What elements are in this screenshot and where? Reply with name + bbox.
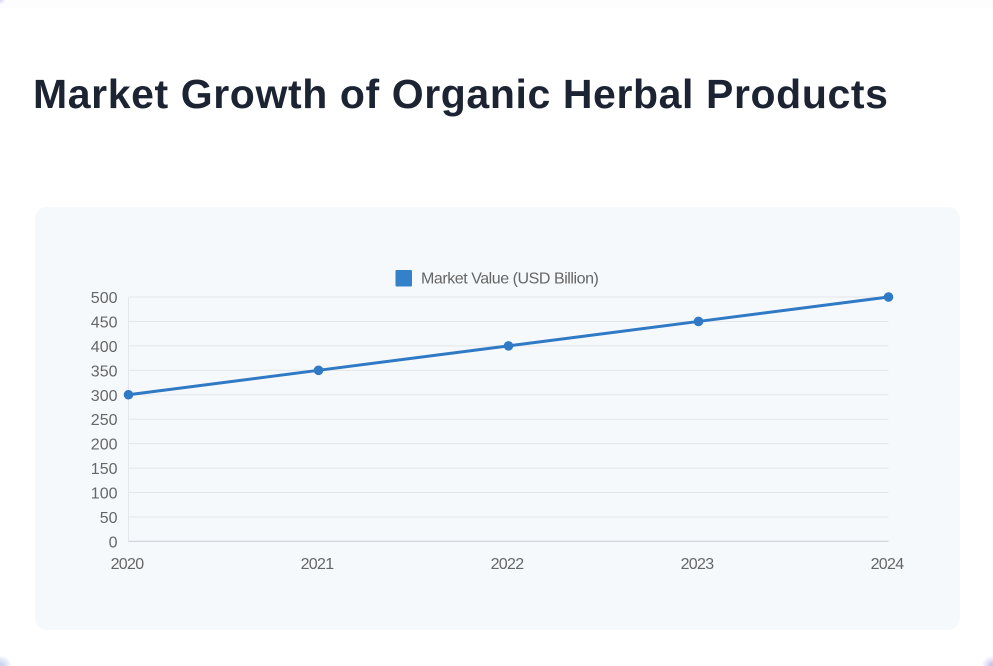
svg-text:250: 250 — [91, 412, 118, 429]
svg-text:350: 350 — [91, 363, 118, 380]
svg-text:100: 100 — [91, 486, 118, 503]
svg-text:300: 300 — [91, 388, 118, 405]
svg-text:450: 450 — [91, 314, 118, 331]
svg-text:2021: 2021 — [301, 556, 335, 573]
svg-text:150: 150 — [91, 461, 118, 478]
svg-text:500: 500 — [91, 290, 118, 307]
svg-text:2022: 2022 — [491, 556, 525, 573]
svg-text:200: 200 — [91, 437, 118, 454]
svg-text:Market Value (USD Billion): Market Value (USD Billion) — [421, 271, 599, 288]
svg-text:2023: 2023 — [681, 556, 715, 573]
svg-text:0: 0 — [109, 534, 118, 551]
svg-text:50: 50 — [100, 510, 118, 527]
svg-text:2024: 2024 — [871, 556, 905, 573]
svg-text:2020: 2020 — [111, 556, 145, 573]
svg-text:400: 400 — [91, 339, 118, 356]
